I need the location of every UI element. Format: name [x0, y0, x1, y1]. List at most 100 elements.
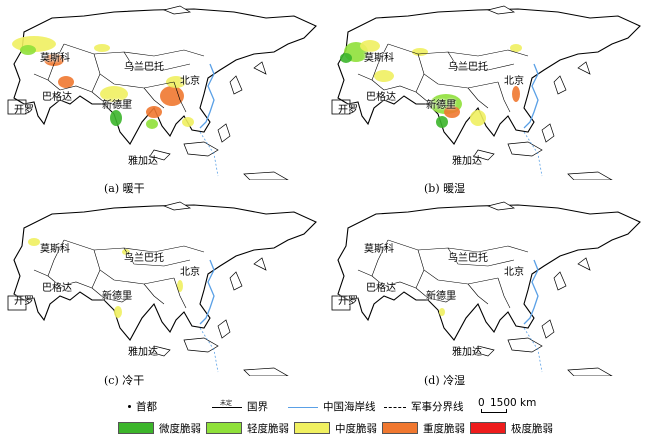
country-border-3 [447, 51, 515, 71]
country-border-1 [387, 43, 529, 57]
scale-bar: 0 1500 km [478, 397, 548, 414]
country-border-3 [123, 51, 191, 71]
island-outline-1 [507, 337, 543, 353]
china-coastline [199, 63, 215, 129]
island-outline-2 [473, 149, 495, 161]
island-outline-6 [162, 201, 192, 211]
legend-class-label-1: 微度脆弱 [159, 422, 201, 435]
country-border-7 [383, 281, 417, 289]
country-border-4 [371, 239, 389, 287]
landmass-outline [337, 8, 641, 145]
island-outline-5 [253, 257, 267, 271]
caption-a: (a) 暖干 [104, 182, 145, 195]
label-cairo: 开罗 [14, 105, 34, 116]
map-panel-c: 莫斯科 乌兰巴托 北京 开罗 巴格达 新德里 雅加达 (c) 冷干 [4, 200, 322, 387]
vulnerability-area-2 [360, 40, 380, 52]
label-beijing: 北京 [504, 267, 524, 278]
legend-swatch-3 [294, 422, 330, 434]
vulnerability-area-2 [20, 45, 36, 55]
country-border-8 [33, 269, 49, 277]
legend-border-label: 国界 [247, 400, 268, 413]
label-baghdad: 巴格达 [366, 283, 396, 294]
island-outline-1 [507, 141, 543, 157]
country-border-10 [173, 81, 187, 113]
label-moscow: 莫斯科 [364, 244, 394, 255]
legend-class-label-4: 重度脆弱 [423, 422, 465, 435]
legend-class-label-2: 轻度脆弱 [247, 422, 289, 435]
label-jakarta: 雅加达 [128, 347, 158, 358]
coastline-line-icon [288, 401, 318, 411]
vulnerability-area-1 [28, 238, 40, 246]
vulnerability-area-8 [512, 86, 520, 102]
legend-class-3: 中度脆弱 [294, 420, 377, 436]
vulnerability-area-7 [470, 110, 486, 126]
country-border-8 [357, 269, 373, 277]
country-border-7 [383, 85, 417, 93]
island-outline-6 [162, 5, 192, 15]
island-outline-4 [553, 271, 567, 291]
caption-c: (c) 冷干 [104, 374, 145, 387]
legend-swatch-1 [118, 422, 154, 434]
island-outline-2 [473, 345, 495, 357]
country-border-6 [143, 283, 165, 305]
country-border-1 [63, 239, 205, 253]
china-coastline [523, 259, 539, 325]
map-b [331, 5, 641, 180]
landmass-outline [13, 204, 317, 341]
border-symbol-text: 未定 [220, 400, 233, 407]
island-outline-5 [253, 61, 267, 75]
legend-swatch-4 [382, 422, 418, 434]
landmass-outline [13, 8, 317, 145]
military-line-icon [384, 401, 406, 411]
scale-value: 1500 km [490, 397, 537, 409]
caption-b: (b) 暖湿 [424, 182, 466, 195]
label-ulaanbaatar: 乌兰巴托 [124, 62, 164, 73]
legend-class-5: 极度脆弱 [470, 420, 553, 436]
country-border-4 [371, 43, 389, 91]
label-jakarta: 雅加达 [452, 156, 482, 167]
label-cairo: 开罗 [14, 296, 34, 307]
vulnerability-area-11 [146, 119, 158, 129]
island-outline-3 [217, 123, 231, 143]
legend-capital-label: 首都 [136, 400, 157, 413]
vulnerability-area-3 [340, 53, 352, 63]
country-border-2 [93, 53, 175, 89]
cairo-box [7, 99, 27, 115]
south-china-sea-line [523, 131, 543, 177]
scale-zero: 0 [478, 397, 485, 409]
country-border-8 [357, 73, 373, 81]
vulnerability-area-6 [444, 106, 460, 118]
legend-coastline-label: 中国海岸线 [323, 400, 376, 413]
country-border-10 [497, 81, 511, 113]
island-outline-1 [183, 337, 219, 353]
label-baghdad: 巴格达 [42, 92, 72, 103]
country-border-8 [33, 73, 49, 81]
legend-border: 未定 国界 [212, 398, 268, 414]
country-border-9 [427, 295, 457, 303]
legend-military-label: 军事分界线 [411, 400, 464, 413]
country-border-1 [387, 239, 529, 253]
island-outline-3 [217, 319, 231, 339]
vulnerability-area-4 [374, 70, 394, 82]
label-moscow: 莫斯科 [364, 53, 394, 64]
legend-swatch-5 [470, 422, 506, 434]
vulnerability-area-11 [510, 44, 522, 52]
label-new-delhi: 新德里 [102, 291, 132, 302]
map-panel-d: 莫斯科 乌兰巴托 北京 开罗 巴格达 新德里 雅加达 (d) 冷湿 [328, 200, 646, 387]
vulnerability-area-3 [122, 249, 130, 255]
vulnerability-area-5 [100, 86, 128, 102]
island-outline-3 [541, 319, 555, 339]
legend-class-4: 重度脆弱 [382, 420, 465, 436]
south-china-sea-line [199, 327, 219, 373]
china-coastline [199, 259, 215, 325]
country-border-10 [173, 277, 187, 309]
vulnerability-area-1 [439, 308, 445, 316]
vulnerability-area-12 [182, 117, 194, 127]
label-new-delhi: 新德里 [426, 100, 456, 111]
island-outline-4 [229, 271, 243, 291]
cairo-box [331, 99, 351, 115]
country-border-6 [467, 283, 489, 305]
country-border-9 [427, 99, 457, 107]
legend-swatch-2 [206, 422, 242, 434]
label-baghdad: 巴格达 [366, 92, 396, 103]
